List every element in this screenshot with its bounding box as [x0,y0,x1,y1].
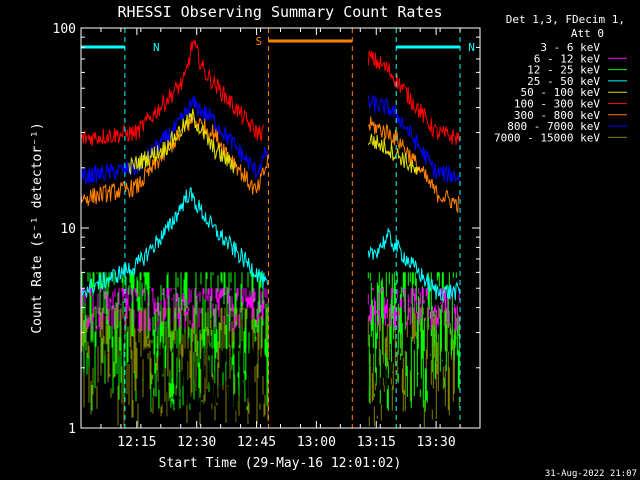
x-tick-label-5: 13:30 [417,435,456,450]
legend-label-3: 25 - 50 keV [527,75,600,88]
legend-label-6: 300 - 800 keV [514,109,600,122]
scatter-band-3-0 [144,348,257,428]
trace-3-segment-1 [367,133,420,175]
trace-0-segment-1 [367,50,460,146]
y-axis-label: Count Rate (s⁻¹ detector⁻¹) [30,122,45,333]
legend-label-0: 3 - 6 keV [540,41,600,54]
x-tick-label-3: 13:00 [297,435,336,450]
legend-label-4: 50 - 100 keV [521,86,601,99]
x-axis-label: Start Time (29-May-16 12:01:02) [159,456,402,471]
legend-header-line-2: Att 0 [571,27,604,40]
x-tick-label-0: 12:15 [117,435,156,450]
trace-2-segment-0 [80,113,269,206]
data-layer [80,39,460,428]
trace-1-segment-0 [80,95,269,186]
marker-label-1: N [468,41,475,54]
trace-0-segment-0 [80,39,265,147]
marker-layer: N NS [81,28,475,428]
x-tick-label-4: 13:15 [357,435,396,450]
y-tick-label-1: 10 [60,222,76,237]
legend-label-5: 100 - 300 keV [514,98,600,111]
x-tick-label-2: 12:45 [237,435,276,450]
trace-1-segment-1 [367,94,460,184]
y-tick-label-0: 1 [68,422,76,437]
trace-3-segment-0 [128,108,237,176]
marker-label-2: S [256,35,263,48]
trace-2-segment-1 [367,116,460,213]
marker-label-0: N [153,41,160,54]
generation-timestamp: 31-Aug-2022 21:07 [545,469,637,479]
legend-label-7: 800 - 7000 keV [507,120,600,133]
chart-title: RHESSI Observing Summary Count Rates [117,3,442,21]
trace-4-segment-0 [80,187,269,298]
legend-label-1: 6 - 12 keV [534,52,601,65]
legend-header-line-1: Det 1,3, FDecim 1, [506,13,625,26]
trace-4-segment-1 [367,228,460,301]
y-tick-label-2: 100 [53,22,76,37]
axes: 12:15 12:30 12:45 13:00 13:15 13:30 1 10 100 [53,22,481,450]
legend-label-2: 12 - 25 keV [527,64,600,77]
x-tick-label-1: 12:30 [177,435,216,450]
legend-label-8: 7000 - 15000 keV [494,131,600,144]
